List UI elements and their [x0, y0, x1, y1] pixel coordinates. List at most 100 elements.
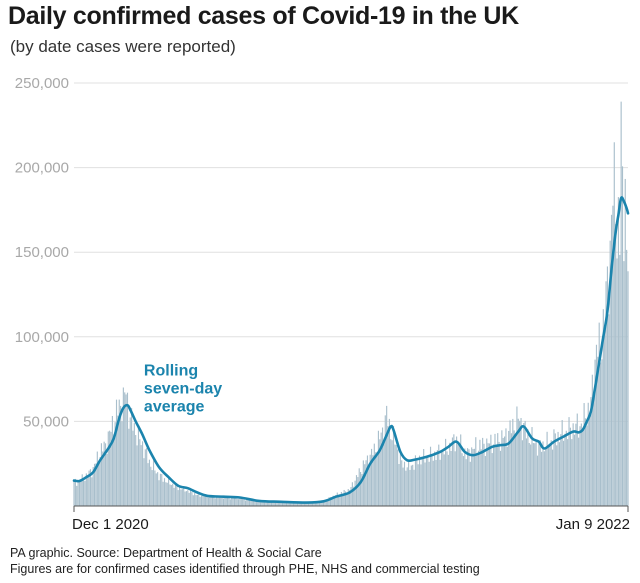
- x-tick-label: Dec 1 2020: [72, 516, 149, 533]
- daily-bar: [172, 483, 174, 506]
- daily-bar: [213, 495, 215, 506]
- daily-bar: [402, 467, 404, 506]
- daily-bar: [483, 443, 485, 506]
- daily-bar: [310, 501, 312, 506]
- daily-bar: [428, 461, 430, 506]
- daily-bar: [619, 254, 621, 506]
- daily-bar: [578, 437, 580, 506]
- daily-bar: [270, 502, 273, 506]
- daily-bar: [192, 495, 194, 506]
- daily-bar: [136, 445, 138, 506]
- daily-bar: [313, 501, 315, 506]
- daily-bar: [144, 449, 146, 506]
- daily-bar: [327, 499, 329, 506]
- daily-bar: [458, 445, 460, 506]
- daily-bar: [494, 433, 496, 506]
- daily-bar: [506, 446, 508, 506]
- annotation-line: seven-day: [144, 381, 222, 398]
- daily-bar: [379, 439, 381, 506]
- daily-bar: [627, 271, 629, 506]
- daily-bar: [200, 495, 203, 506]
- daily-bar: [535, 441, 537, 506]
- daily-bar: [290, 502, 292, 506]
- daily-bar: [398, 464, 400, 506]
- daily-bar: [532, 443, 534, 506]
- y-tick-label: 100,000: [15, 329, 69, 346]
- daily-bar: [469, 461, 471, 506]
- daily-bar: [447, 454, 449, 506]
- daily-bar: [416, 458, 418, 506]
- daily-bar: [261, 500, 263, 506]
- annotation-line: Rolling: [144, 363, 198, 380]
- daily-bar: [269, 501, 271, 506]
- daily-bar: [275, 502, 277, 506]
- daily-bar: [284, 501, 286, 506]
- daily-bar: [236, 499, 238, 506]
- daily-bar: [369, 454, 371, 506]
- daily-bar: [358, 468, 360, 506]
- daily-bar: [89, 469, 92, 506]
- daily-bar: [110, 431, 112, 506]
- daily-bar: [225, 497, 227, 506]
- daily-bar: [417, 464, 419, 506]
- daily-bar: [364, 464, 366, 506]
- daily-bar: [468, 449, 470, 506]
- daily-bar: [88, 470, 90, 506]
- daily-bar: [80, 481, 82, 506]
- daily-bar: [612, 205, 614, 506]
- daily-bar: [377, 430, 379, 506]
- daily-bar: [198, 493, 200, 506]
- daily-bar: [557, 431, 559, 506]
- daily-bar: [610, 214, 613, 506]
- daily-bar: [95, 463, 97, 506]
- daily-bar: [384, 415, 386, 506]
- footer-note: Figures are for confirmed cases identifi…: [10, 562, 480, 576]
- daily-bar: [279, 502, 281, 506]
- daily-bar: [146, 447, 148, 506]
- daily-bar: [222, 498, 225, 506]
- daily-bar: [162, 481, 164, 506]
- daily-bar: [620, 101, 622, 506]
- daily-bar: [87, 476, 89, 506]
- daily-bar: [347, 489, 349, 506]
- daily-bar: [530, 444, 532, 506]
- daily-bar: [580, 423, 582, 506]
- daily-bar: [457, 441, 459, 506]
- daily-bar: [357, 477, 359, 506]
- daily-bar: [409, 469, 411, 506]
- daily-bar: [240, 498, 242, 506]
- daily-bar: [386, 405, 388, 506]
- daily-bar: [211, 495, 214, 506]
- daily-bar: [424, 462, 426, 506]
- daily-bar: [602, 309, 604, 506]
- chart-title: Daily confirmed cases of Covid-19 in the…: [8, 2, 519, 30]
- daily-bar: [207, 497, 209, 506]
- daily-bar: [584, 418, 587, 506]
- daily-bar: [129, 417, 131, 506]
- daily-bar: [543, 451, 545, 506]
- daily-bar: [456, 436, 458, 506]
- daily-bar: [106, 453, 108, 506]
- daily-bar: [228, 496, 230, 506]
- daily-bar: [163, 478, 166, 506]
- daily-bar: [545, 447, 547, 506]
- daily-bar: [128, 428, 130, 506]
- daily-bar: [209, 495, 211, 506]
- daily-bar: [408, 459, 410, 506]
- daily-bar: [124, 392, 126, 506]
- daily-bar: [556, 445, 558, 506]
- daily-bar: [258, 501, 260, 506]
- daily-bar: [351, 482, 353, 506]
- daily-bar: [165, 482, 167, 506]
- daily-bar: [188, 492, 190, 506]
- daily-bar: [298, 502, 300, 506]
- daily-bar: [173, 487, 175, 506]
- daily-bar: [534, 443, 536, 506]
- daily-bar: [332, 495, 334, 506]
- daily-bar: [350, 487, 352, 506]
- daily-bar: [157, 472, 159, 506]
- daily-bar: [387, 426, 389, 506]
- daily-bar: [439, 459, 441, 506]
- seven-day-average-line: [72, 196, 630, 504]
- daily-bar: [176, 484, 178, 506]
